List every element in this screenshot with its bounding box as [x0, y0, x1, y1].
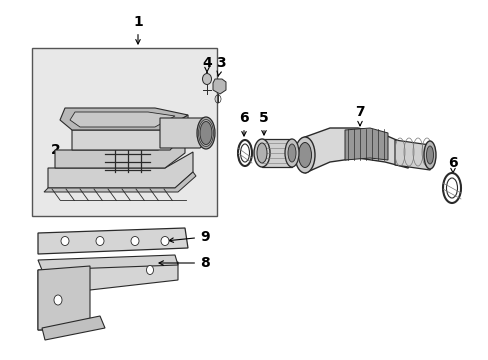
Ellipse shape [298, 143, 311, 167]
Text: 9: 9 [169, 230, 209, 244]
FancyBboxPatch shape [32, 48, 217, 216]
Ellipse shape [161, 237, 169, 246]
Text: 3: 3 [216, 56, 225, 76]
Ellipse shape [61, 237, 69, 246]
Text: 5: 5 [259, 111, 268, 135]
Polygon shape [48, 152, 193, 188]
Polygon shape [42, 316, 105, 340]
Text: 1: 1 [133, 15, 142, 44]
Ellipse shape [257, 143, 266, 163]
Text: 4: 4 [202, 56, 211, 73]
Polygon shape [38, 266, 90, 330]
Polygon shape [213, 79, 225, 94]
Text: 6: 6 [239, 111, 248, 136]
Text: 7: 7 [354, 105, 364, 126]
Ellipse shape [287, 144, 295, 162]
Ellipse shape [197, 117, 215, 149]
Ellipse shape [200, 122, 212, 144]
Polygon shape [70, 112, 175, 127]
Polygon shape [72, 115, 187, 150]
Text: 6: 6 [447, 156, 457, 173]
Polygon shape [38, 262, 178, 330]
Polygon shape [38, 228, 187, 254]
Polygon shape [345, 128, 387, 160]
Polygon shape [38, 255, 178, 270]
Ellipse shape [294, 137, 314, 173]
Text: 2: 2 [51, 143, 76, 157]
Ellipse shape [423, 141, 435, 169]
Text: 8: 8 [159, 256, 209, 270]
Polygon shape [305, 128, 414, 173]
Polygon shape [262, 139, 291, 167]
Polygon shape [60, 108, 187, 130]
Polygon shape [44, 172, 196, 192]
Ellipse shape [146, 266, 153, 274]
Polygon shape [160, 118, 207, 148]
Ellipse shape [96, 237, 104, 246]
Ellipse shape [54, 295, 62, 305]
Polygon shape [394, 140, 434, 170]
Ellipse shape [202, 73, 211, 85]
Ellipse shape [131, 237, 139, 246]
Ellipse shape [253, 139, 269, 167]
Ellipse shape [285, 139, 298, 167]
Polygon shape [55, 135, 184, 168]
Ellipse shape [426, 146, 433, 164]
